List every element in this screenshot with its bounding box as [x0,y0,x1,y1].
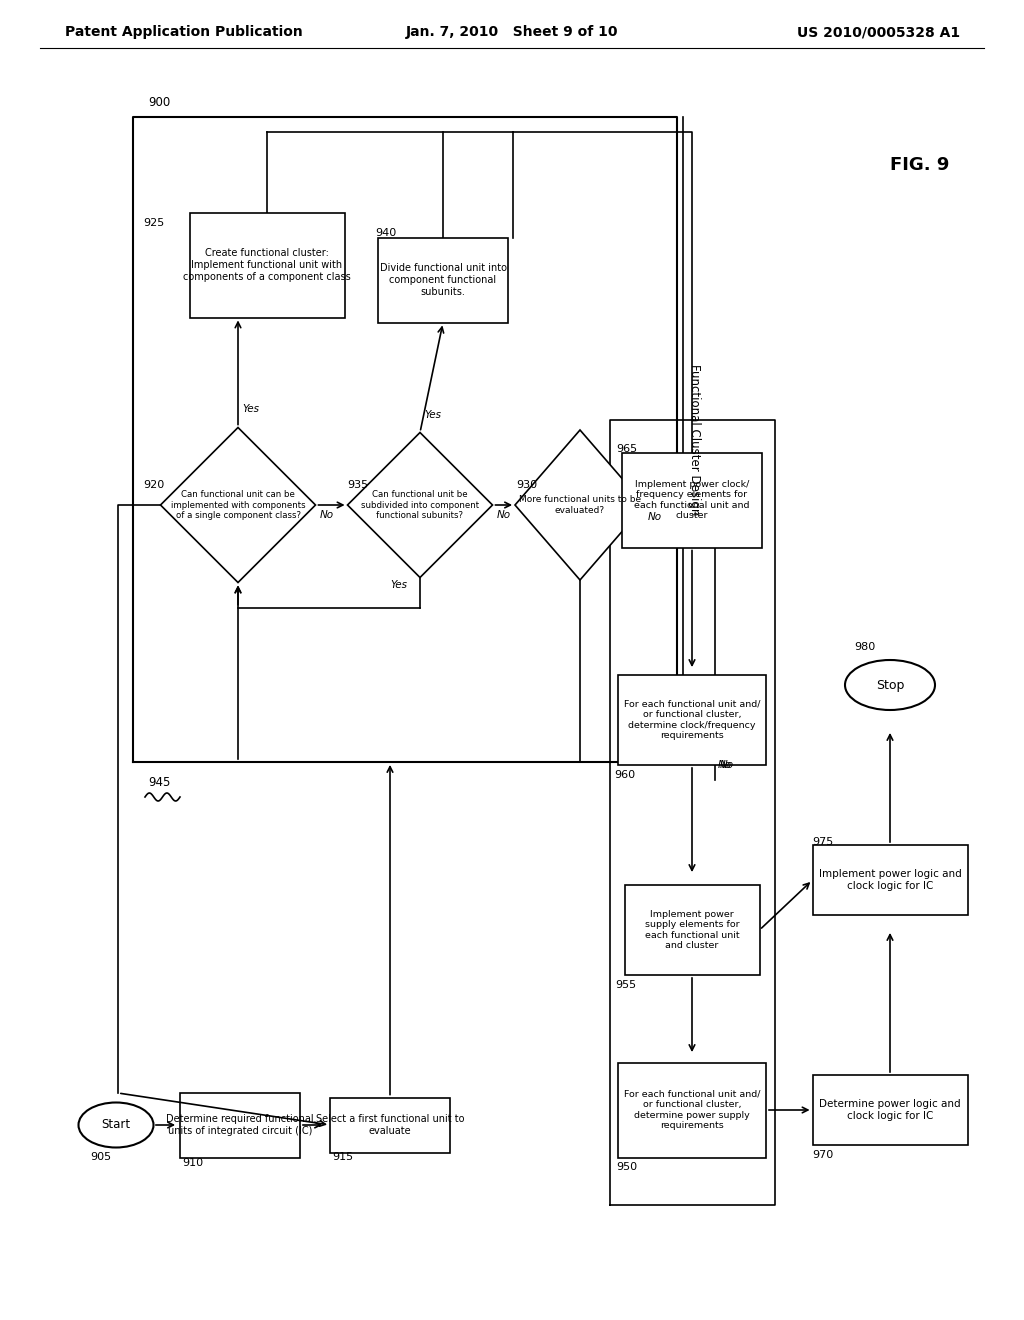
Text: Stop: Stop [876,678,904,692]
FancyBboxPatch shape [622,453,762,548]
Ellipse shape [79,1102,154,1147]
Text: No: No [718,760,732,770]
FancyBboxPatch shape [189,213,344,318]
Text: No: No [497,510,511,520]
FancyBboxPatch shape [618,675,766,766]
Text: 965: 965 [616,445,637,454]
Text: 945: 945 [148,776,170,788]
FancyBboxPatch shape [812,845,968,915]
Text: Implement power logic and
clock logic for IC: Implement power logic and clock logic fo… [818,869,962,891]
Text: 975: 975 [812,837,834,847]
FancyBboxPatch shape [180,1093,300,1158]
Text: US 2010/0005328 A1: US 2010/0005328 A1 [797,25,961,40]
Text: 935: 935 [347,480,368,490]
Text: 950: 950 [616,1163,637,1172]
Text: 910: 910 [182,1158,203,1168]
Text: Yes: Yes [390,581,407,590]
Text: Create functional cluster:
Implement functional unit with
components of a compon: Create functional cluster: Implement fun… [183,248,351,281]
Text: Yes: Yes [242,404,259,414]
Text: 905: 905 [90,1152,112,1162]
Polygon shape [347,433,493,578]
Text: Can functional unit can be
implemented with components
of a single component cla: Can functional unit can be implemented w… [171,490,305,520]
Text: More functional units to be
evaluated?: More functional units to be evaluated? [519,495,641,515]
Text: Start: Start [101,1118,131,1131]
FancyBboxPatch shape [378,238,508,322]
Text: Divide functional unit into
component functional
subunits.: Divide functional unit into component fu… [380,264,507,297]
Text: For each functional unit and/
or functional cluster,
determine clock/frequency
r: For each functional unit and/ or functio… [624,700,760,741]
Text: 900: 900 [148,95,170,108]
Text: 930: 930 [516,480,538,490]
Text: Patent Application Publication: Patent Application Publication [65,25,303,40]
Text: Functional Cluster Design: Functional Cluster Design [688,364,701,515]
Text: No: No [319,510,334,520]
Text: Yes: Yes [424,409,441,420]
Text: No: No [720,760,734,770]
Text: FIG. 9: FIG. 9 [890,156,949,174]
Text: Implement power clock/
frequency elements for
each functional unit and
cluster: Implement power clock/ frequency element… [634,480,750,520]
Text: 925: 925 [143,218,164,227]
Text: 955: 955 [615,979,636,990]
FancyBboxPatch shape [330,1097,450,1152]
Text: No: No [648,512,663,521]
Text: Determine required functional
units of integrated circuit (IC): Determine required functional units of i… [166,1114,313,1135]
FancyBboxPatch shape [625,884,760,975]
Text: Implement power
supply elements for
each functional unit
and cluster: Implement power supply elements for each… [645,909,739,950]
Text: 960: 960 [614,770,635,780]
FancyBboxPatch shape [812,1074,968,1144]
Polygon shape [515,430,645,579]
Text: Determine power logic and
clock logic for IC: Determine power logic and clock logic fo… [819,1100,961,1121]
Text: 970: 970 [812,1150,834,1160]
FancyBboxPatch shape [618,1063,766,1158]
Text: Select a first functional unit to
evaluate: Select a first functional unit to evalua… [315,1114,464,1135]
Text: Can functional unit be
subdivided into component
functional subunits?: Can functional unit be subdivided into c… [360,490,479,520]
Text: For each functional unit and/
or functional cluster,
determine power supply
requ: For each functional unit and/ or functio… [624,1090,760,1130]
Ellipse shape [845,660,935,710]
Polygon shape [161,428,315,582]
Text: 940: 940 [375,227,396,238]
Text: Jan. 7, 2010   Sheet 9 of 10: Jan. 7, 2010 Sheet 9 of 10 [406,25,618,40]
Text: 920: 920 [143,480,164,490]
Text: 915: 915 [332,1152,353,1162]
Text: 980: 980 [854,642,876,652]
